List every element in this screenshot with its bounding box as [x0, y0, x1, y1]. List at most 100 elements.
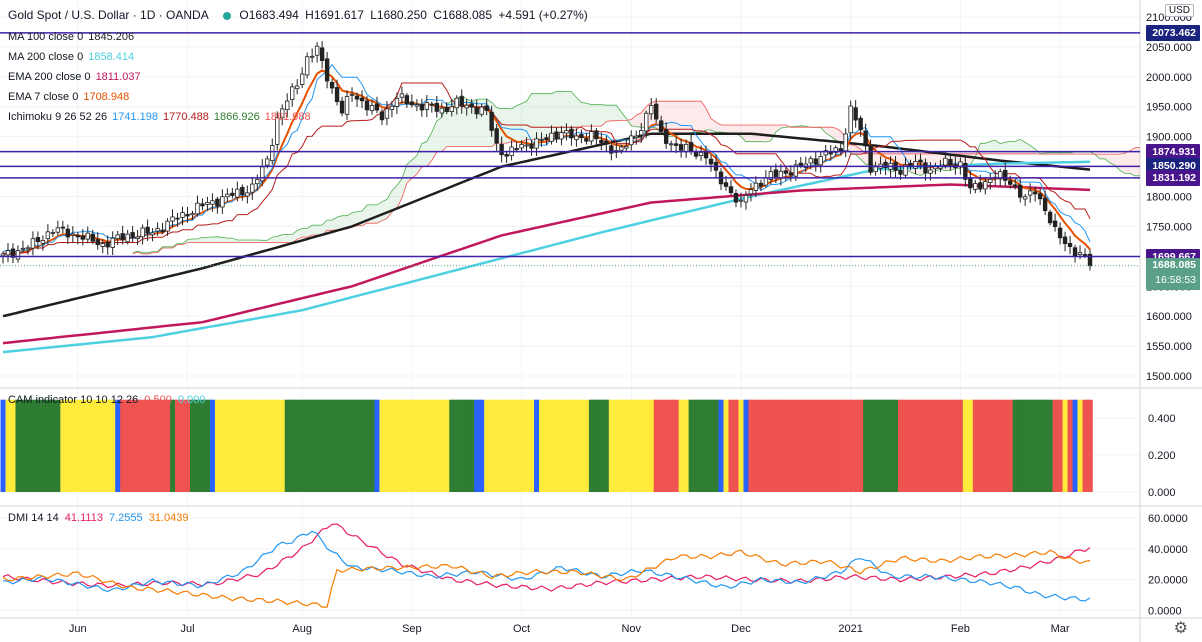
candle[interactable] [70, 226, 76, 243]
candle[interactable] [55, 220, 61, 236]
candle[interactable] [484, 98, 489, 116]
candle[interactable] [549, 125, 554, 145]
candle[interactable] [294, 79, 300, 95]
candle[interactable] [290, 83, 295, 107]
candle[interactable] [544, 134, 549, 145]
candle[interactable] [564, 123, 569, 141]
currency-label[interactable]: USD [1164, 4, 1194, 17]
candle[interactable] [160, 222, 165, 235]
candle[interactable] [130, 226, 135, 243]
candle[interactable] [210, 193, 215, 212]
candle[interactable] [1017, 177, 1023, 203]
candle[interactable] [439, 102, 444, 118]
candle[interactable] [768, 167, 774, 185]
candle[interactable] [454, 95, 459, 115]
candle[interactable] [1027, 183, 1033, 203]
candle[interactable] [574, 128, 579, 147]
candle[interactable] [1032, 186, 1038, 202]
candle[interactable] [65, 224, 71, 244]
candle[interactable] [913, 154, 918, 175]
candle[interactable] [559, 126, 564, 146]
candle[interactable] [584, 132, 589, 145]
level-price-tag[interactable]: 1874.931 [1146, 143, 1200, 160]
candle[interactable] [1057, 222, 1063, 245]
candle[interactable] [25, 245, 31, 255]
candle[interactable] [449, 99, 454, 117]
candle[interactable] [319, 41, 325, 69]
candle[interactable] [304, 52, 310, 79]
candle[interactable] [40, 235, 46, 251]
candle[interactable] [339, 96, 345, 117]
candle[interactable] [663, 122, 669, 149]
candle[interactable] [519, 140, 524, 153]
candle[interactable] [444, 102, 449, 115]
candle[interactable] [429, 101, 435, 113]
candle[interactable] [354, 92, 360, 107]
candle[interactable] [235, 181, 240, 202]
candle[interactable] [609, 139, 614, 161]
candle[interactable] [678, 138, 684, 158]
level-price-tag[interactable]: 1831.192 [1146, 169, 1200, 186]
candle[interactable] [833, 145, 838, 156]
candle[interactable] [125, 229, 130, 245]
candle[interactable] [419, 98, 425, 117]
candle[interactable] [0, 251, 6, 264]
candle[interactable] [474, 100, 479, 119]
candle[interactable] [579, 129, 584, 144]
candle[interactable] [1047, 209, 1053, 226]
candle[interactable] [569, 125, 574, 146]
candle[interactable] [823, 144, 828, 162]
candle[interactable] [629, 130, 634, 151]
candle[interactable] [668, 140, 674, 152]
candle[interactable] [708, 154, 714, 172]
candle[interactable] [499, 136, 504, 163]
candle[interactable] [858, 115, 863, 137]
candle[interactable] [95, 231, 100, 250]
candle[interactable] [245, 185, 250, 204]
candle[interactable] [329, 78, 335, 94]
candle[interactable] [409, 94, 415, 108]
candle[interactable] [1062, 231, 1068, 252]
candle[interactable] [100, 239, 105, 254]
candle[interactable] [404, 92, 410, 108]
candle[interactable] [639, 122, 644, 143]
candle[interactable] [469, 98, 474, 114]
candle[interactable] [150, 228, 155, 242]
candle[interactable] [389, 101, 395, 118]
candle[interactable] [384, 101, 390, 126]
candle[interactable] [314, 42, 320, 63]
candle[interactable] [120, 225, 125, 245]
candle[interactable] [334, 79, 340, 106]
candle[interactable] [863, 123, 868, 152]
candle[interactable] [539, 132, 544, 147]
candle[interactable] [170, 209, 175, 228]
candle[interactable] [195, 195, 200, 217]
candle[interactable] [903, 157, 908, 179]
candle[interactable] [80, 229, 85, 246]
candle[interactable] [190, 210, 195, 220]
candle[interactable] [489, 105, 494, 137]
candle[interactable] [414, 99, 420, 112]
candle[interactable] [594, 127, 599, 145]
candle[interactable] [175, 212, 180, 227]
candle[interactable] [280, 104, 285, 126]
candle[interactable] [105, 235, 110, 255]
candle[interactable] [1022, 194, 1028, 206]
candle[interactable] [599, 132, 604, 151]
candle[interactable] [479, 103, 484, 117]
candle[interactable] [374, 96, 380, 114]
candle[interactable] [324, 51, 330, 89]
candle[interactable] [963, 156, 968, 187]
candle[interactable] [653, 98, 659, 123]
candle[interactable] [434, 95, 440, 118]
candle[interactable] [644, 110, 649, 139]
candle[interactable] [85, 226, 90, 244]
candle[interactable] [35, 231, 41, 250]
candle[interactable] [75, 231, 80, 245]
candle[interactable] [165, 218, 170, 236]
candle[interactable] [868, 139, 873, 176]
candle[interactable] [698, 145, 704, 161]
candle[interactable] [299, 67, 305, 88]
level-price-tag[interactable]: 2073.462 [1146, 24, 1200, 41]
candle[interactable] [205, 196, 210, 211]
